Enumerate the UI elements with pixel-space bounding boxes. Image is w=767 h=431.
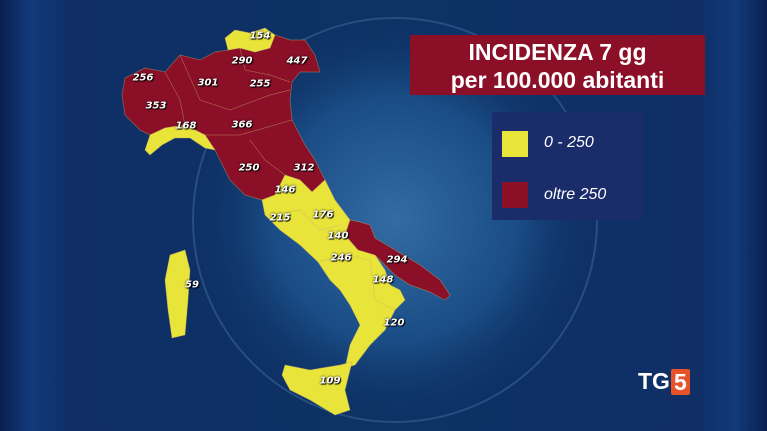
region-liguria — [144, 124, 216, 156]
region-value: 154 — [249, 30, 271, 42]
legend-swatch-low — [502, 131, 528, 157]
region-value: 447 — [286, 55, 308, 67]
globe-rim — [192, 17, 598, 423]
title-line-2: per 100.000 abitanti — [450, 67, 665, 93]
region-value: 290 — [231, 55, 253, 67]
region-value: 120 — [383, 317, 405, 329]
region-value: 312 — [293, 162, 315, 174]
legend-label-high: oltre 250 — [544, 186, 607, 203]
region-border — [179, 54, 291, 111]
logo-number: 5 — [670, 368, 690, 395]
legend-swatch-high — [502, 182, 528, 208]
legend: 0 - 250 oltre 250 — [492, 112, 642, 220]
region-value: 353 — [145, 100, 167, 112]
region-sardegna — [164, 249, 191, 339]
region-value: 140 — [327, 230, 349, 242]
region-value: 215 — [269, 212, 291, 224]
region-value: 294 — [386, 254, 408, 266]
legend-label-low: 0 - 250 — [544, 134, 594, 151]
region-border — [164, 71, 186, 126]
region-border — [317, 254, 396, 311]
region-value: 109 — [319, 375, 341, 387]
region-value: 301 — [197, 77, 219, 89]
region-sicilia — [281, 361, 353, 416]
region-value: 176 — [312, 209, 334, 221]
region-value: 146 — [274, 184, 296, 196]
region-central-south — [261, 174, 406, 369]
logo-text: TG — [638, 368, 670, 394]
region-border — [205, 119, 293, 136]
region-border — [264, 209, 341, 231]
region-value: 256 — [132, 72, 154, 84]
region-value: 168 — [175, 120, 197, 132]
tg5-logo: TG 5 — [638, 368, 690, 395]
region-trentino — [224, 27, 276, 53]
region-border — [249, 139, 286, 176]
region-value: 148 — [372, 274, 394, 286]
region-border — [239, 47, 291, 83]
region-value: 255 — [249, 78, 271, 90]
region-value: 250 — [238, 162, 260, 174]
region-value: 59 — [185, 279, 199, 291]
region-value: 366 — [231, 119, 253, 131]
title-line-1: INCIDENZA 7 gg — [468, 39, 647, 65]
map-title: INCIDENZA 7 gg per 100.000 abitanti — [410, 35, 705, 95]
region-value: 246 — [330, 252, 352, 264]
region-puglia — [344, 219, 451, 301]
